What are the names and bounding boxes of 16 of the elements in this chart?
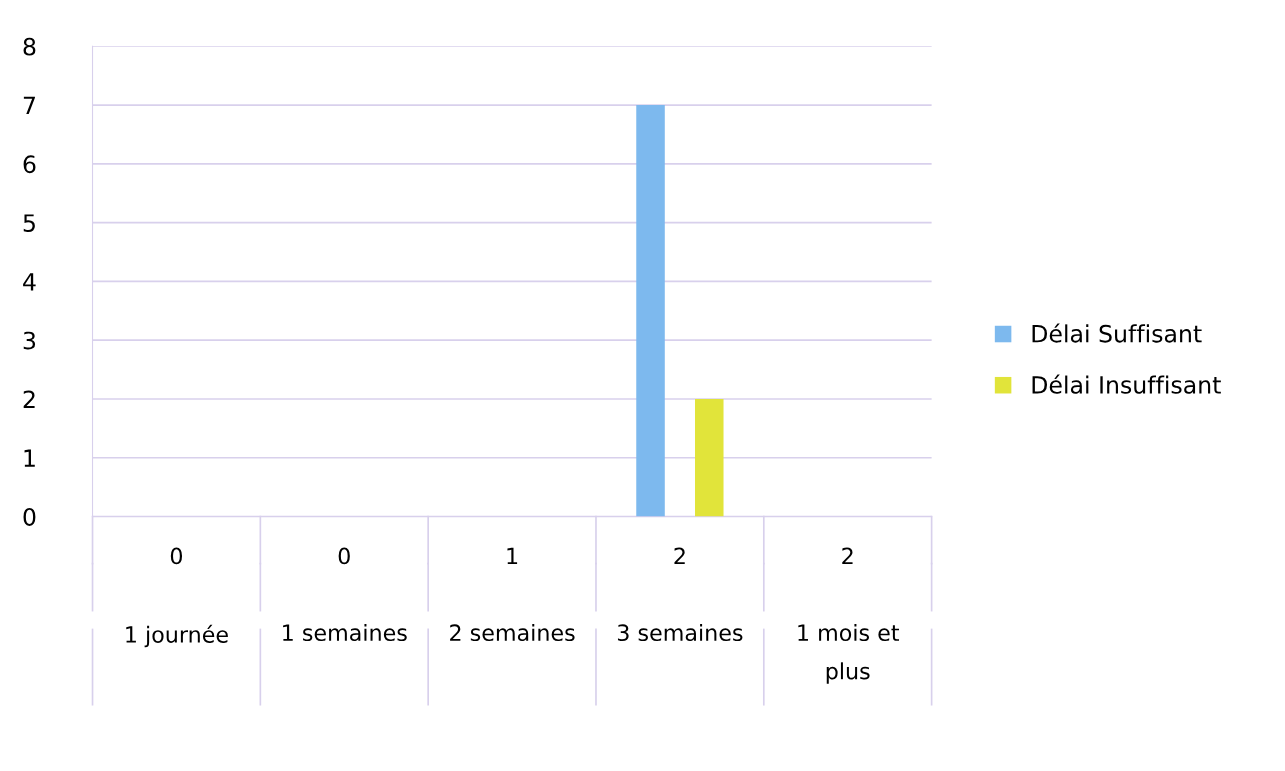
category-label: 0 1 journée	[126, 547, 228, 648]
y-tick-label: 5	[23, 214, 35, 232]
category-label: 2 1 mois et plus	[798, 547, 900, 684]
y-tick-label: 6	[23, 155, 36, 174]
category-label: 2 3 semaines	[617, 547, 743, 642]
legend-label: Délai Insuffisant	[1032, 374, 1221, 394]
y-tick-label: 3	[23, 331, 36, 350]
y-tick-label: 1	[24, 449, 35, 467]
legend-label: Délai Suffisant	[1032, 323, 1202, 343]
y-tick-label: 7	[23, 96, 35, 115]
y-tick-label: 4	[23, 273, 36, 291]
y-tick-label: 8	[23, 37, 36, 56]
category-label: 1 2 semaines	[450, 547, 575, 642]
y-tick-label: 2	[23, 390, 35, 408]
category-label: 0 1 semaines	[283, 547, 407, 642]
y-tick-label: 0	[23, 508, 36, 526]
